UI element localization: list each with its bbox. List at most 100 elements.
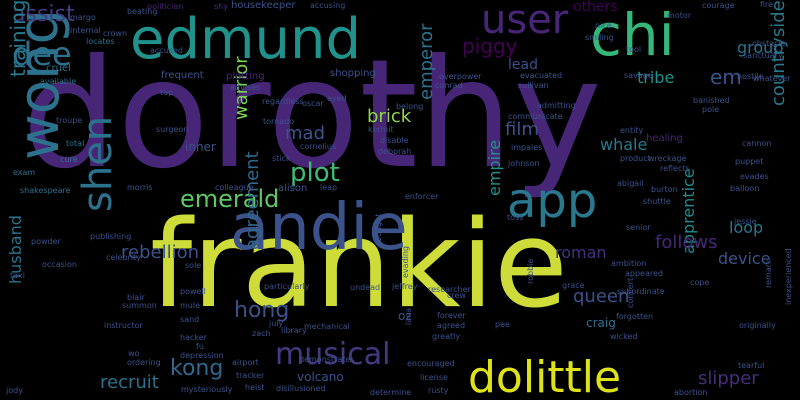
word-locates: locates [86, 37, 115, 46]
word-balloon: balloon [730, 184, 760, 193]
word-stick: stick [272, 154, 291, 163]
word-kermit: kermit [368, 125, 394, 134]
word-dee: dee [12, 35, 72, 73]
word-license: license [420, 373, 448, 382]
word-piggy: piggy [462, 34, 518, 58]
word-politician: politician [147, 2, 184, 11]
word-disillusioned: disillusioned [276, 384, 326, 393]
word-others: others [573, 0, 618, 15]
word-obstacle: obstacle [752, 39, 786, 48]
word-johnson: johnson [508, 159, 540, 168]
word-em: em [710, 65, 742, 89]
word-greatly: greatly [432, 332, 461, 341]
word-lana: lana [404, 307, 413, 325]
word-forgotten: forgotten [616, 312, 654, 321]
word-originally: originally [739, 321, 776, 330]
word-puppet: puppet [735, 157, 764, 166]
word-ambition: ambition [611, 259, 647, 268]
word-abigail: abigail [617, 179, 644, 188]
word-chi: chi [590, 1, 675, 69]
word-evacuated: evacuated [520, 71, 563, 80]
word-craig: craig [586, 316, 616, 330]
word-hacker: hacker [180, 333, 207, 342]
word-frequent: frequent [161, 70, 204, 81]
word-oscar: oscar [302, 99, 324, 108]
word-housekeeper: housekeeper [231, 0, 296, 11]
word-musical: musical [275, 337, 391, 372]
word-disable: disable [380, 136, 409, 145]
word-wo: wo [128, 349, 140, 358]
word-motor: motor [667, 11, 692, 20]
word-determine: determine [370, 388, 412, 397]
word-slipper: slipper [698, 368, 759, 389]
word-airport: airport [232, 358, 259, 367]
word-tearful: tearful [738, 361, 765, 370]
word-exam: exam [13, 168, 36, 177]
word-pole: pole [702, 105, 720, 114]
word-emperor: emperor [416, 23, 437, 100]
word-recruit: recruit [100, 372, 159, 393]
word-agreement: agreement [242, 151, 263, 250]
word-internal: internal [70, 26, 101, 35]
word-nice: nice [595, 21, 612, 30]
word-rusty: rusty [428, 386, 449, 395]
word-zach: zach [252, 329, 271, 338]
word-shakespeare: shakespeare [20, 186, 71, 195]
word-regardless: regardless [262, 97, 304, 106]
word-burton: burton [651, 185, 678, 194]
word-mad: mad [285, 123, 325, 144]
word-alison: alison [278, 183, 308, 194]
word-undead: undead [350, 283, 381, 292]
word-evades: evades [740, 172, 769, 181]
word-colleague: colleague [215, 183, 254, 192]
word-leap: leap [320, 183, 338, 192]
word-reflects: reflects [660, 164, 690, 173]
word-accusing: accusing [310, 1, 346, 10]
word-remark: remark [764, 259, 773, 288]
word-available: available [40, 77, 77, 86]
word-advises: advises [230, 83, 261, 92]
word-film: film [505, 119, 539, 140]
word-evading: evading [401, 245, 410, 278]
word-cure: cure [60, 155, 78, 164]
word-troupe: troupe [56, 116, 83, 125]
word-total: total [66, 139, 85, 148]
word-shen: shen [75, 115, 121, 212]
word-crown: crown [103, 29, 128, 38]
word-overpower: overpower [439, 72, 482, 81]
word-robbie: robbie [526, 258, 535, 284]
word-shuttle: shuttle [643, 197, 671, 206]
word-jeffrey: jeffrey [392, 282, 418, 291]
word-crew: crew [447, 291, 466, 300]
word-banished: banished [693, 96, 730, 105]
word-lead: lead [508, 57, 538, 73]
word-sullivan: sullivan [518, 81, 549, 90]
word-surgeon: surgeon [156, 125, 189, 134]
word-whatever: whatever [753, 74, 791, 83]
word-tornado: tornado [263, 117, 295, 126]
word-wicked: wicked [610, 332, 638, 341]
word-encouraged: encouraged [407, 359, 455, 368]
word-whale: whale [600, 135, 648, 154]
word-fu: fu [196, 342, 204, 351]
word-tool: tool [626, 45, 642, 54]
word-forever: forever [437, 311, 466, 320]
word-emerald: emerald [180, 185, 280, 213]
word-agreed: agreed [437, 321, 466, 330]
word-blair: blair [127, 293, 145, 302]
word-mechanical: mechanical [304, 322, 350, 331]
word-conrad: conrad [435, 81, 463, 90]
word-roman: roman [555, 243, 607, 262]
word-admitting: admitting [537, 101, 576, 110]
word-inner: inner [185, 140, 216, 154]
word-frankie: frankie [150, 196, 568, 335]
word-product: product [620, 154, 651, 163]
word-kong: kong [170, 356, 224, 381]
word-brick: brick [367, 106, 412, 127]
word-cannon: cannon [742, 139, 772, 148]
word-tap: tap [160, 88, 174, 97]
word-andie: andie [230, 191, 408, 265]
word-demonstrates: demonstrates [299, 355, 355, 364]
word-group: group [737, 38, 784, 57]
